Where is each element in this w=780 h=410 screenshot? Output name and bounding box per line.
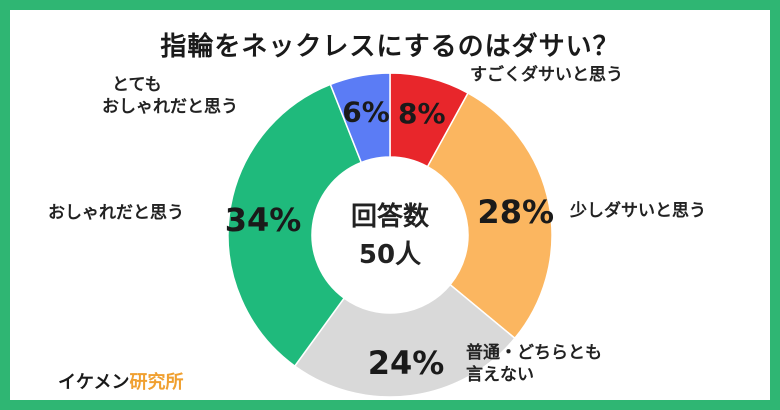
center-label-count: 50人 bbox=[359, 240, 421, 270]
value-label-neutral: 24% bbox=[368, 344, 445, 382]
slice-stylish bbox=[227, 83, 363, 368]
category-label-very-stylish: とても おしゃれだと思う bbox=[102, 75, 238, 117]
category-label-stylish: おしゃれだと思う bbox=[48, 203, 184, 223]
slice-slightly-uncool bbox=[426, 92, 553, 340]
category-label-very-uncool: すごくダサいと思う bbox=[470, 65, 623, 85]
slice-neutral bbox=[293, 283, 516, 398]
chart-title: 指輪をネックレスにするのはダサい？ bbox=[160, 32, 620, 62]
slice-very-stylish bbox=[329, 72, 391, 164]
donut-chart: 8% 28% 24% 34% 6% 回答数 50人 bbox=[225, 72, 554, 398]
brand-name-part1: イケメン bbox=[58, 372, 130, 393]
category-label-neutral: 普通・どちらとも 言えない bbox=[466, 343, 602, 385]
category-label-slightly-uncool: 少しダサいと思う bbox=[570, 201, 706, 221]
value-label-slightly-uncool: 28% bbox=[477, 193, 554, 231]
brand-logo: イケメン研究所 bbox=[58, 368, 183, 394]
value-label-stylish: 34% bbox=[225, 201, 302, 239]
value-label-very-stylish: 6% bbox=[342, 95, 390, 128]
brand-name-part2: 研究所 bbox=[129, 372, 184, 393]
center-label-responses: 回答数 bbox=[351, 201, 430, 232]
value-label-very-uncool: 8% bbox=[398, 97, 446, 130]
